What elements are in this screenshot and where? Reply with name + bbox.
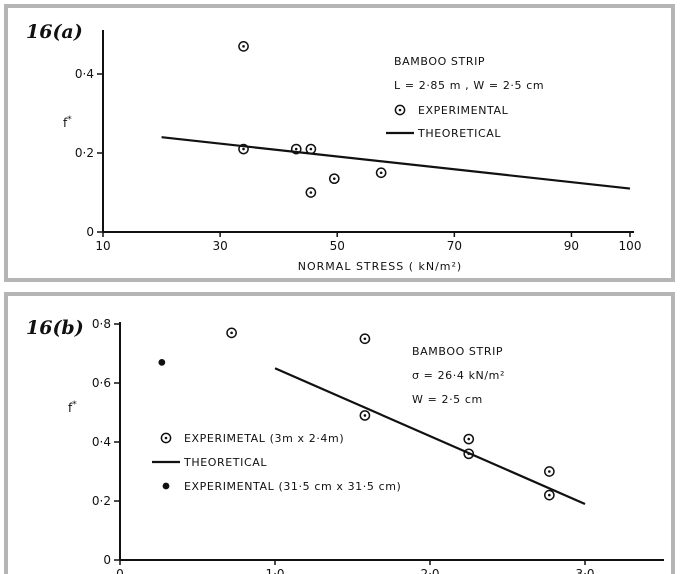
y-axis-label-a: f* [63,115,72,130]
y-tick-label-0-2: 0·2 [75,146,94,160]
legend-label-b-1: THEORETICAL [183,456,267,469]
data-point-b-s2-0 [158,358,166,366]
y-tick-label-0-2: 0·2 [92,494,111,508]
chart-panel-a: 16(a) 10 30 50 70 90 100 0 0·2 0·4 BAMBOO STRIP L… [4,4,675,282]
x-axis-label-a: NORMAL STRESS ( kN/m²) [298,260,462,273]
y-tick-label-0: 0 [86,225,94,239]
y-tick-label-0-6: 0·6 [92,376,111,390]
theoretical-line-b [274,367,586,505]
legend-header-b-2: W = 2·5 cm [412,393,483,406]
panel-tag-b: 16(b) [26,317,84,339]
x-tick-label-3-0: 3·0 [575,567,594,574]
legend-header-a-1: L = 2·85 m , W = 2·5 cm [394,79,544,92]
data-point-a-s0-6 [375,167,387,179]
chart-panel-b: 16(b) 0 1·0 2·0 3·0 0 0·2 0·4 0·6 0·8 BAMBOO STR… [4,292,675,574]
x-tick-label-30: 30 [212,239,227,253]
legend-label-a-0: EXPERIMENTAL [418,104,509,117]
legend-swatch-b-0 [160,432,172,444]
legend-label-b-2: EXPERIMENTAL (31·5 cm x 31·5 cm) [184,480,401,493]
x-tick-label-0: 0 [116,567,124,574]
legend-swatch-a-0 [394,104,406,116]
legend-label-b-0: EXPERIMETAL (3m x 2·4m) [184,432,344,445]
x-tick-label-70: 70 [447,239,462,253]
x-tick-label-2-0: 2·0 [420,567,439,574]
chart-b-svg: 16(b) 0 1·0 2·0 3·0 0 0·2 0·4 0·6 0·8 BAMBOO STR… [26,317,664,574]
data-point-b-s0-1 [359,333,371,345]
legend-header-b-0: BAMBOO STRIP [412,345,503,358]
y-tick-label-0-4: 0·4 [92,435,111,449]
legend-swatch-b-2 [162,482,170,490]
data-point-a-s0-4 [305,187,317,198]
data-point-b-s0-0 [226,327,237,339]
panel-tag-a: 16(a) [26,21,83,43]
legend-label-a-1: THEORETICAL [417,127,501,140]
data-point-b-s0-3 [463,433,475,445]
y-axis-label-b: f* [68,400,77,415]
x-tick-label-90: 90 [564,239,579,253]
data-point-b-s0-2 [359,410,371,421]
data-point-b-s0-5 [544,466,555,477]
data-point-a-s0-0 [238,41,249,52]
legend-header-b-1: σ = 26·4 kN/m² [412,369,505,382]
chart-a-svg: 16(a) 10 30 50 70 90 100 0 0·2 0·4 BAMBOO STRIP L… [26,21,642,273]
theoretical-line-a [161,136,631,190]
data-point-a-s0-5 [328,173,340,185]
x-tick-label-100: 100 [619,239,642,253]
legend-header-a-0: BAMBOO STRIP [394,55,485,68]
x-tick-label-1-0: 1·0 [265,567,284,574]
x-tick-label-50: 50 [330,239,345,253]
y-tick-label-0-4: 0·4 [75,67,94,81]
x-tick-label-10: 10 [95,239,110,253]
data-point-b-s0-6 [544,489,555,501]
y-tick-label-0: 0 [103,553,111,567]
y-tick-label-0-8: 0·8 [92,317,111,331]
